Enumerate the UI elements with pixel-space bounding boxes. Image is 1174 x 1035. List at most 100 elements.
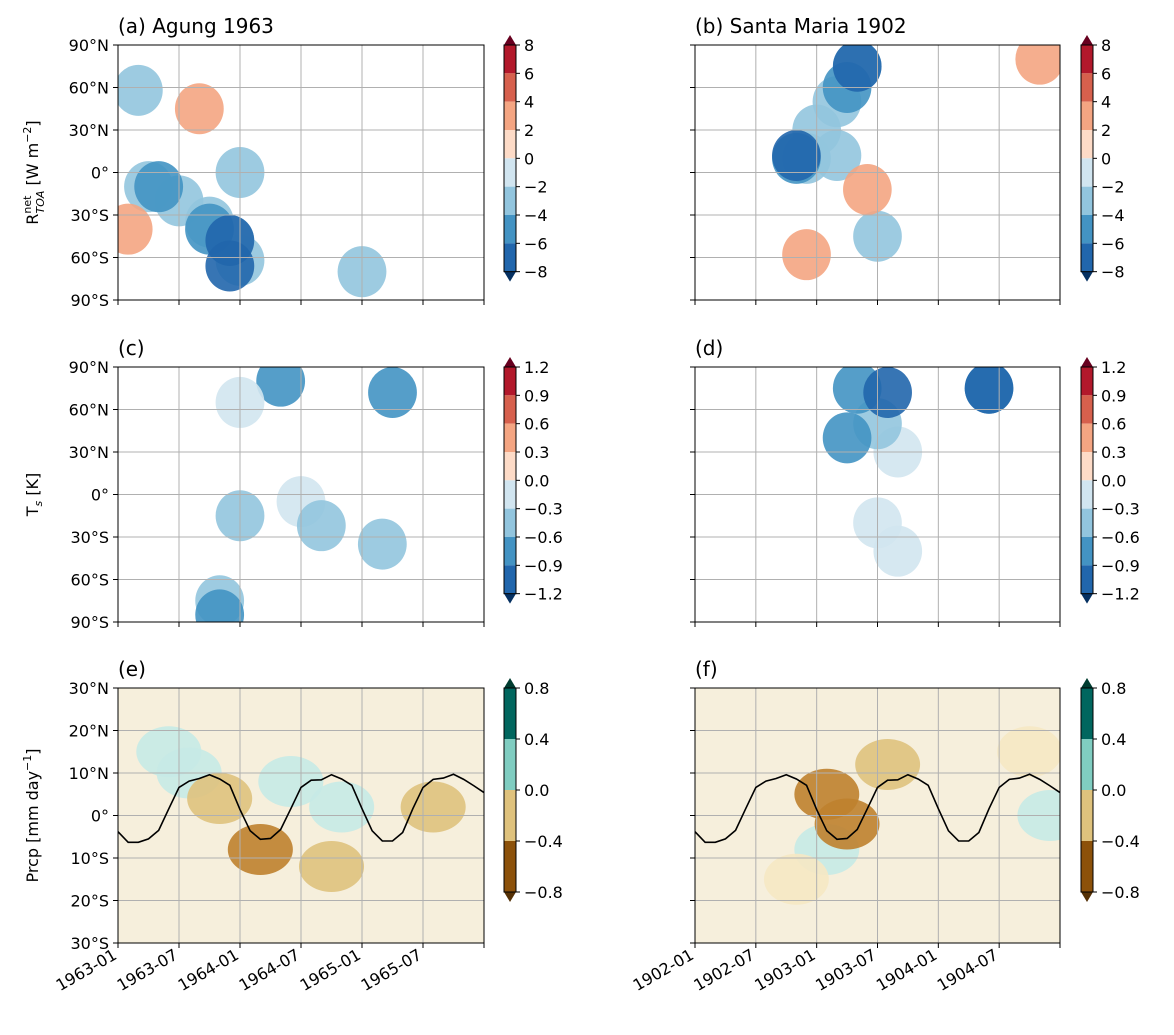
colorbar-band xyxy=(504,537,516,566)
colorbar-band xyxy=(1081,215,1093,244)
colorbar-band xyxy=(1081,537,1093,566)
y-tick-label: 10°N xyxy=(69,764,109,783)
y-tick-label: 0° xyxy=(91,486,109,505)
colorbar-label: 0.8 xyxy=(524,679,549,698)
panel-title: (c) xyxy=(118,336,145,360)
panel-title: (b) Santa Maria 1902 xyxy=(695,14,907,38)
y-tick-label: 60°S xyxy=(70,571,109,590)
colorbar-band xyxy=(1081,186,1093,215)
field-blob xyxy=(822,412,872,464)
colorbar-label: −2 xyxy=(524,178,548,197)
colorbar-extend-max xyxy=(1081,35,1093,45)
colorbar-label: 2 xyxy=(1101,121,1111,140)
y-tick-label: 60°S xyxy=(70,249,109,268)
field xyxy=(118,64,387,298)
colorbar-label: 8 xyxy=(524,36,534,55)
y-tick-label: 30°S xyxy=(70,934,109,953)
colorbar-band xyxy=(1081,130,1093,159)
y-tick-label: 60°N xyxy=(69,401,109,420)
colorbar-band xyxy=(1081,367,1093,396)
field-blob xyxy=(258,756,324,807)
colorbar-extend-min xyxy=(1081,593,1093,604)
colorbar-extend-max xyxy=(504,678,516,688)
y-tick-label: 20°N xyxy=(69,722,109,741)
panel-title: (f) xyxy=(695,657,718,681)
field-blob xyxy=(357,518,407,570)
panel-3: (c) 90°N 60°N 30°N 0° 30°S 60°S 90°S Ts [K] 1.2 0.… xyxy=(23,336,563,632)
y-tick-label: 30°S xyxy=(70,528,109,547)
colorbar-label: 0.4 xyxy=(1101,730,1126,749)
panel-2: (b) Santa Maria 1902 8 6 4 2 0 −2 −4 −6 −8 xyxy=(690,14,1125,305)
colorbar-label: −0.9 xyxy=(524,556,563,575)
y-tick-label: 90°N xyxy=(69,36,109,55)
field-blob xyxy=(832,45,882,92)
colorbar-extend-min xyxy=(504,271,516,282)
colorbar: 8 6 4 2 0 −2 −4 −6 −8 xyxy=(1080,35,1125,282)
colorbar-label: 0.0 xyxy=(524,471,549,490)
field-blob xyxy=(843,164,892,215)
colorbar-frame xyxy=(503,366,517,595)
colorbar-label: −2 xyxy=(1101,178,1125,197)
colorbar-band xyxy=(504,101,516,130)
colorbar-label: 6 xyxy=(524,64,534,83)
field-blob xyxy=(298,841,365,892)
itcz-line xyxy=(117,773,485,844)
colorbar-frame xyxy=(503,687,517,893)
colorbar-label: 8 xyxy=(1101,36,1111,55)
colorbar-extend-max xyxy=(1081,357,1093,367)
colorbar-band xyxy=(504,790,516,841)
colorbar-label: 0 xyxy=(524,149,534,168)
y-tick-label: 30°N xyxy=(69,443,109,462)
colorbar-label: 0.0 xyxy=(1101,471,1126,490)
colorbar-extend-min xyxy=(504,593,516,604)
y-tick-label: 90°S xyxy=(70,291,109,310)
colorbar-frame xyxy=(1080,366,1094,595)
colorbar-band xyxy=(504,130,516,159)
field xyxy=(763,726,1060,905)
colorbar-label: 0.4 xyxy=(524,730,549,749)
colorbar-extend-max xyxy=(504,35,516,45)
y-tick-label: 0° xyxy=(91,807,109,826)
row-label: RnetTOA [W m−2] xyxy=(21,120,47,224)
itcz-line xyxy=(694,773,1061,844)
y-tick-label: 60°N xyxy=(69,79,109,98)
field-blob xyxy=(227,824,293,875)
colorbar-label: −6 xyxy=(1101,234,1125,253)
colorbar-band xyxy=(1081,688,1093,739)
colorbar-label: −0.6 xyxy=(1101,528,1140,547)
colorbar-label: −6 xyxy=(524,234,548,253)
colorbar-label: −1.2 xyxy=(524,585,563,604)
field-blob xyxy=(964,367,1014,414)
field-blob xyxy=(814,798,880,850)
colorbar-band xyxy=(504,73,516,102)
panel-title: (e) xyxy=(118,657,146,681)
colorbar-band xyxy=(1081,243,1093,272)
colorbar-band xyxy=(1081,739,1093,790)
y-tick-label: 0° xyxy=(91,164,109,183)
colorbar-label: 6 xyxy=(1101,64,1111,83)
colorbar-band xyxy=(504,739,516,790)
colorbar-label: 0.9 xyxy=(524,386,549,405)
colorbar-label: −0.9 xyxy=(1101,556,1140,575)
colorbar-extend-min xyxy=(1081,892,1093,902)
colorbar-band xyxy=(1081,841,1093,892)
colorbar-label: −8 xyxy=(1101,263,1125,282)
colorbar-extend-min xyxy=(504,892,516,902)
y-tick-label: 90°S xyxy=(70,613,109,632)
field-blob xyxy=(763,853,829,905)
field-blob xyxy=(174,83,224,135)
colorbar-label: 1.2 xyxy=(1101,358,1126,377)
field-blob xyxy=(187,773,253,824)
field-blob xyxy=(1015,45,1060,85)
panel-title: (a) Agung 1963 xyxy=(118,14,274,38)
panel-4: (d) 1.2 0.9 0.6 0.3 0.0 −0.3 −0.6 −0.9 −1.2 xyxy=(690,336,1140,627)
field-blob xyxy=(772,130,821,181)
colorbar-label: −0.8 xyxy=(524,883,563,902)
colorbar: 1.2 0.9 0.6 0.3 0.0 −0.3 −0.6 −0.9 −1.2 xyxy=(503,357,563,604)
colorbar-label: −4 xyxy=(1101,206,1125,225)
y-tick-label: 10°S xyxy=(70,849,109,868)
colorbar-band xyxy=(504,186,516,215)
colorbar-frame xyxy=(1080,687,1094,893)
colorbar-band xyxy=(1081,101,1093,130)
